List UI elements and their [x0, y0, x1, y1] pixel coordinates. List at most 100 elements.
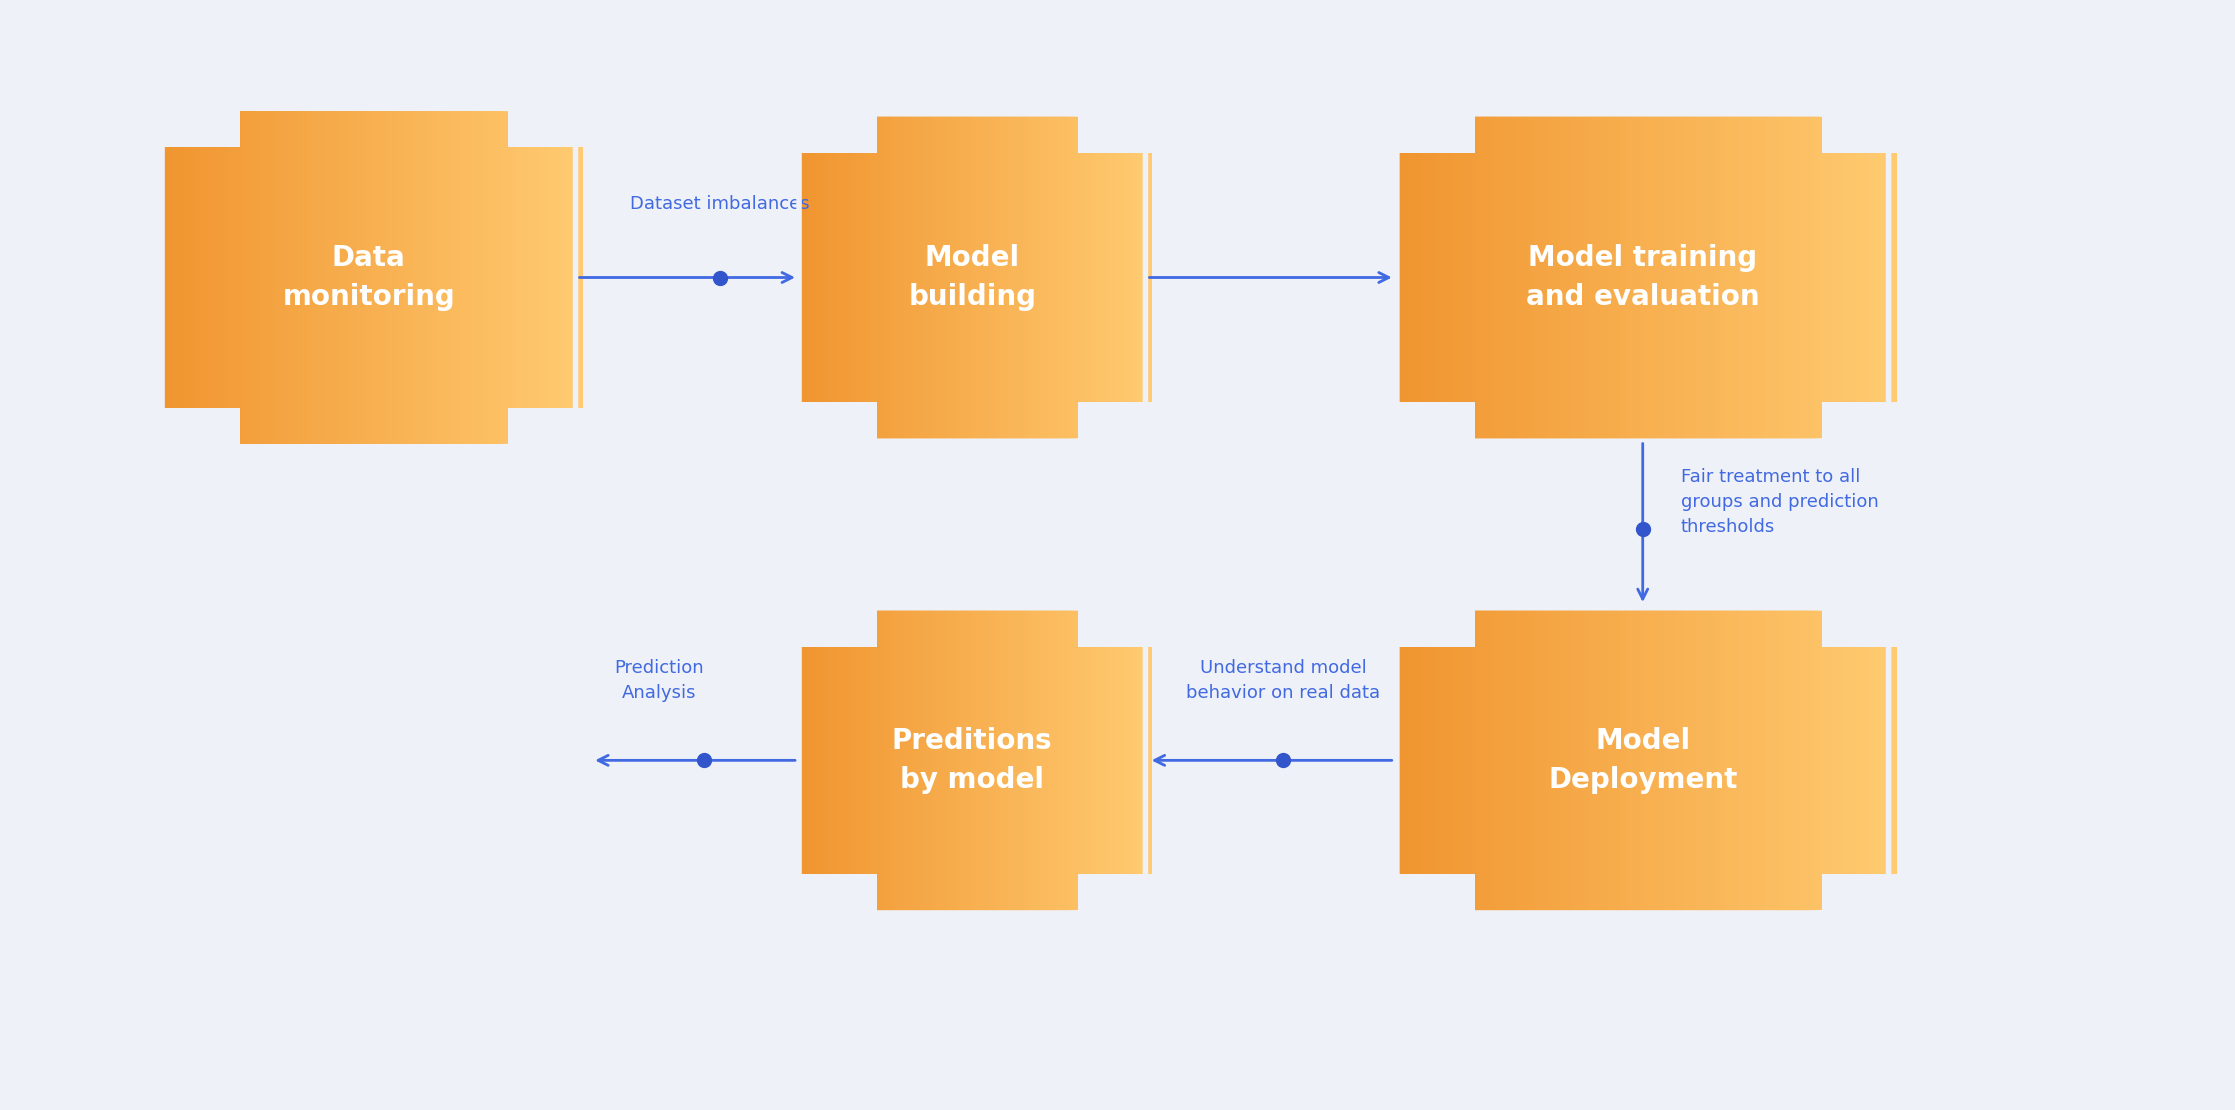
Bar [948, 113, 954, 441]
Bar [834, 113, 840, 441]
Bar [1024, 113, 1030, 441]
Bar [811, 608, 818, 912]
Bar [210, 108, 217, 446]
Bar [934, 113, 941, 441]
Bar [1640, 608, 1647, 912]
Bar [1428, 608, 1437, 912]
Bar [957, 113, 963, 441]
Bar [957, 608, 963, 912]
Bar [856, 113, 863, 441]
Bar [1057, 608, 1064, 912]
Bar [402, 108, 411, 446]
Bar [1564, 113, 1573, 441]
Bar [1477, 113, 1486, 441]
Bar [199, 108, 206, 446]
Bar [892, 608, 898, 912]
Bar [241, 108, 248, 446]
Bar [1039, 608, 1046, 912]
Bar [456, 108, 463, 446]
Bar [1048, 608, 1055, 912]
Bar [1839, 608, 1846, 912]
Bar [901, 113, 907, 441]
Bar [1564, 608, 1573, 912]
Bar [1491, 113, 1500, 441]
Bar [313, 108, 322, 446]
Bar [1640, 113, 1647, 441]
Bar [1428, 113, 1437, 441]
Bar [988, 608, 995, 912]
Bar [1846, 113, 1853, 441]
Bar [1028, 113, 1033, 441]
Bar [1602, 113, 1611, 441]
Bar [834, 608, 840, 912]
Bar [802, 113, 809, 441]
Bar [1497, 608, 1504, 912]
Bar [892, 113, 898, 441]
Bar [896, 113, 903, 441]
Bar [1404, 608, 1413, 912]
Bar [1044, 608, 1050, 912]
Bar [481, 108, 489, 446]
Bar [1864, 608, 1873, 912]
Bar [992, 113, 999, 441]
Bar [838, 113, 845, 441]
Bar [887, 113, 894, 441]
Bar [1851, 608, 1860, 912]
Bar [1066, 113, 1073, 441]
Bar [1585, 608, 1591, 912]
Bar [1690, 113, 1699, 441]
Bar [1001, 113, 1008, 441]
Bar [235, 108, 244, 446]
Bar [409, 108, 416, 446]
Bar [1124, 608, 1131, 912]
Bar [1788, 608, 1797, 912]
Bar [1421, 113, 1430, 441]
Bar [1077, 402, 1167, 446]
Bar [1602, 608, 1611, 912]
Bar [1446, 608, 1455, 912]
Bar [1609, 608, 1616, 912]
Bar [487, 108, 494, 446]
Bar [802, 608, 809, 912]
Bar [257, 108, 264, 446]
Bar [434, 108, 443, 446]
Bar [1795, 113, 1804, 441]
Bar [1784, 608, 1790, 912]
Bar [215, 108, 221, 446]
Bar [1439, 608, 1448, 912]
Bar [360, 108, 369, 446]
Text: Model
Deployment: Model Deployment [1549, 727, 1737, 794]
Bar [852, 113, 858, 441]
Bar [1102, 113, 1109, 441]
Bar [1882, 113, 1891, 441]
Bar [527, 108, 536, 446]
Bar [1801, 608, 1810, 912]
Bar [539, 108, 545, 446]
Bar [565, 108, 572, 446]
Bar [934, 608, 941, 912]
Bar [1788, 113, 1797, 441]
Text: Dataset imbalances: Dataset imbalances [630, 195, 809, 213]
Bar [512, 108, 521, 446]
Bar [856, 608, 863, 912]
Bar [1484, 608, 1493, 912]
Bar [1732, 113, 1741, 441]
Bar [1522, 608, 1529, 912]
Bar [910, 113, 914, 441]
Bar [966, 113, 972, 441]
Bar [869, 113, 876, 441]
Bar [250, 108, 259, 446]
Bar [273, 108, 279, 446]
Bar [1571, 113, 1580, 441]
Bar [1714, 608, 1723, 912]
Bar [570, 108, 577, 446]
Bar [188, 108, 197, 446]
Bar [1515, 608, 1524, 912]
Bar [1142, 113, 1147, 441]
Bar [1459, 113, 1468, 441]
Bar [324, 108, 331, 446]
Bar [1708, 608, 1716, 912]
Bar [1696, 608, 1703, 912]
Bar [860, 113, 867, 441]
Bar [916, 113, 923, 441]
